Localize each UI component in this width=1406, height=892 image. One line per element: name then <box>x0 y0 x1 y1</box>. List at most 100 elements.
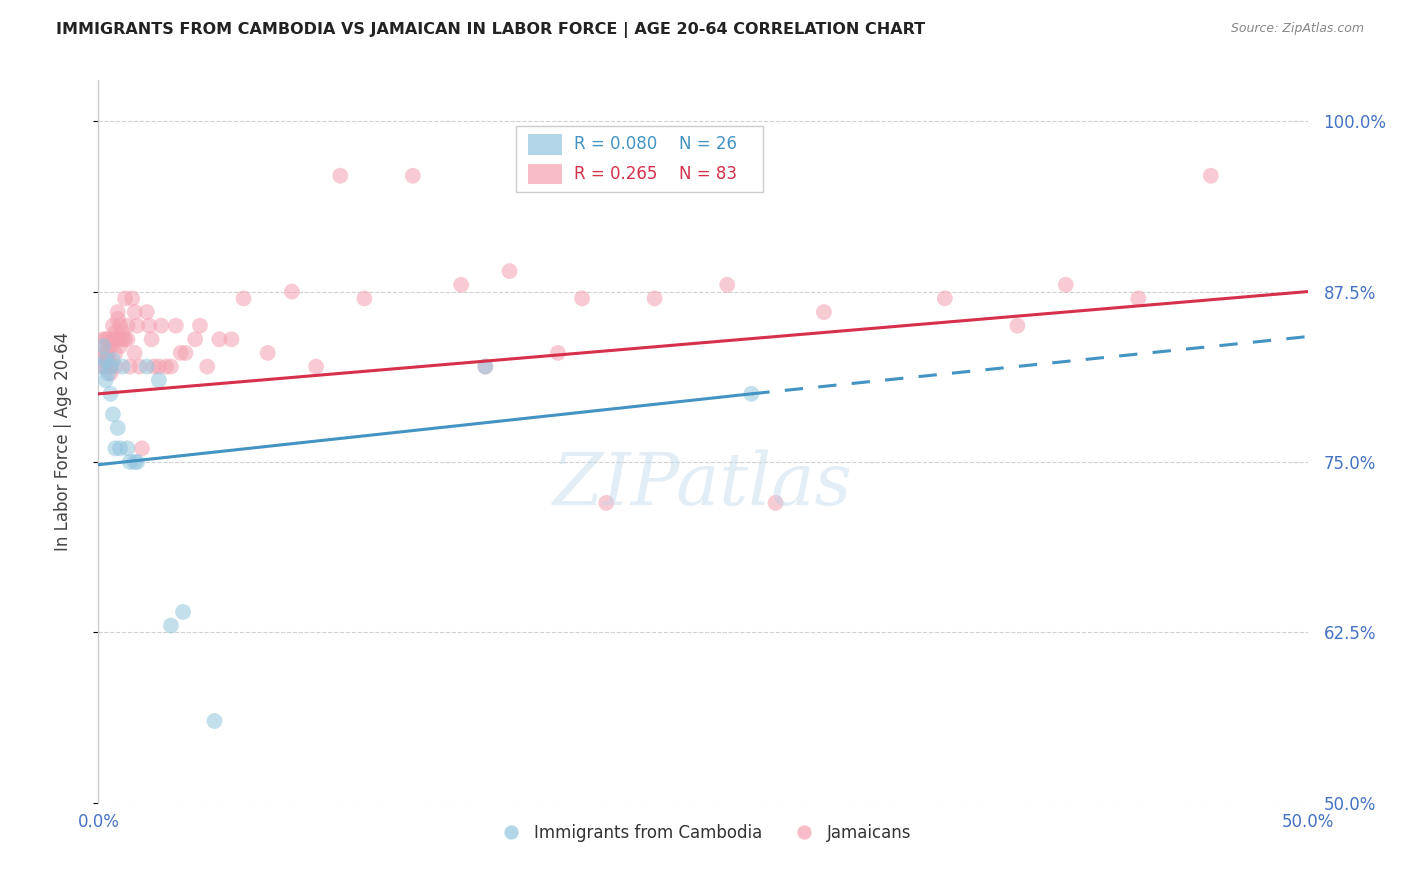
Point <box>208 332 231 346</box>
Point <box>111 332 134 346</box>
Legend: Immigrants from Cambodia, Jamaicans: Immigrants from Cambodia, Jamaicans <box>488 817 918 848</box>
Text: R = 0.265: R = 0.265 <box>574 165 657 183</box>
Point <box>135 359 157 374</box>
Point <box>108 318 131 333</box>
Point <box>104 359 127 374</box>
Point <box>94 373 117 387</box>
Text: Source: ZipAtlas.com: Source: ZipAtlas.com <box>1230 22 1364 36</box>
Point <box>107 421 129 435</box>
Point <box>160 359 183 374</box>
Point <box>169 346 191 360</box>
Point <box>111 359 134 374</box>
Point <box>118 455 141 469</box>
Point <box>94 346 117 360</box>
Point <box>104 346 127 360</box>
Point <box>94 359 117 374</box>
Point <box>450 277 472 292</box>
Y-axis label: In Labor Force | Age 20-64: In Labor Force | Age 20-64 <box>53 332 72 551</box>
Point <box>117 442 139 456</box>
Point <box>148 359 170 374</box>
Point <box>934 292 956 306</box>
FancyBboxPatch shape <box>516 126 763 193</box>
Point <box>141 332 163 346</box>
Point <box>204 714 226 728</box>
Point <box>124 455 146 469</box>
Point <box>305 359 328 374</box>
Point <box>195 359 218 374</box>
Text: R = 0.080: R = 0.080 <box>574 136 657 153</box>
Point <box>172 605 194 619</box>
Point <box>91 332 114 346</box>
Point <box>150 318 173 333</box>
Point <box>121 292 143 306</box>
Point <box>329 169 352 183</box>
Point <box>256 346 278 360</box>
Point <box>474 359 496 374</box>
Point <box>124 305 146 319</box>
Point <box>232 292 254 306</box>
Point <box>100 359 122 374</box>
Point <box>402 169 425 183</box>
Point <box>97 352 120 367</box>
Point <box>94 332 117 346</box>
Point <box>100 359 122 374</box>
Point <box>127 455 149 469</box>
Point <box>91 339 114 353</box>
Point <box>118 359 141 374</box>
Point <box>184 332 207 346</box>
Text: N = 83: N = 83 <box>679 165 737 183</box>
Point <box>571 292 593 306</box>
Point <box>740 387 762 401</box>
Point <box>100 339 122 353</box>
Point <box>97 332 120 346</box>
Text: IMMIGRANTS FROM CAMBODIA VS JAMAICAN IN LABOR FORCE | AGE 20-64 CORRELATION CHAR: IMMIGRANTS FROM CAMBODIA VS JAMAICAN IN … <box>56 22 925 38</box>
Point <box>94 352 117 367</box>
Point <box>111 326 134 340</box>
Point <box>117 318 139 333</box>
Point <box>108 339 131 353</box>
Point <box>91 359 114 374</box>
Point <box>160 618 183 632</box>
Point <box>174 346 197 360</box>
Bar <box>527 163 561 184</box>
Point <box>1054 277 1077 292</box>
Point <box>100 387 122 401</box>
Text: N = 26: N = 26 <box>679 136 737 153</box>
Point <box>155 359 177 374</box>
Point <box>644 292 666 306</box>
Point <box>547 346 569 360</box>
Bar <box>527 135 561 154</box>
Point <box>1007 318 1029 333</box>
Point <box>135 305 157 319</box>
Point <box>148 373 170 387</box>
Point <box>108 442 131 456</box>
Point <box>104 442 127 456</box>
Point <box>90 346 112 360</box>
Point <box>104 326 127 340</box>
Point <box>97 346 120 360</box>
Point <box>101 318 124 333</box>
Point <box>127 318 149 333</box>
Point <box>765 496 787 510</box>
Point <box>1128 292 1150 306</box>
Point <box>474 359 496 374</box>
Point <box>107 311 129 326</box>
Point <box>90 359 112 374</box>
Point <box>498 264 520 278</box>
Point <box>138 318 160 333</box>
Point <box>128 359 150 374</box>
Point <box>716 277 738 292</box>
Point <box>114 292 136 306</box>
Point <box>124 346 146 360</box>
Point <box>221 332 243 346</box>
Point <box>101 352 124 367</box>
Point <box>353 292 375 306</box>
Point <box>114 332 136 346</box>
Point <box>97 367 120 381</box>
Point <box>143 359 166 374</box>
Point <box>813 305 835 319</box>
Point <box>117 332 139 346</box>
Text: ZIPatlas: ZIPatlas <box>553 450 853 520</box>
Point <box>281 285 304 299</box>
Point <box>100 367 122 381</box>
